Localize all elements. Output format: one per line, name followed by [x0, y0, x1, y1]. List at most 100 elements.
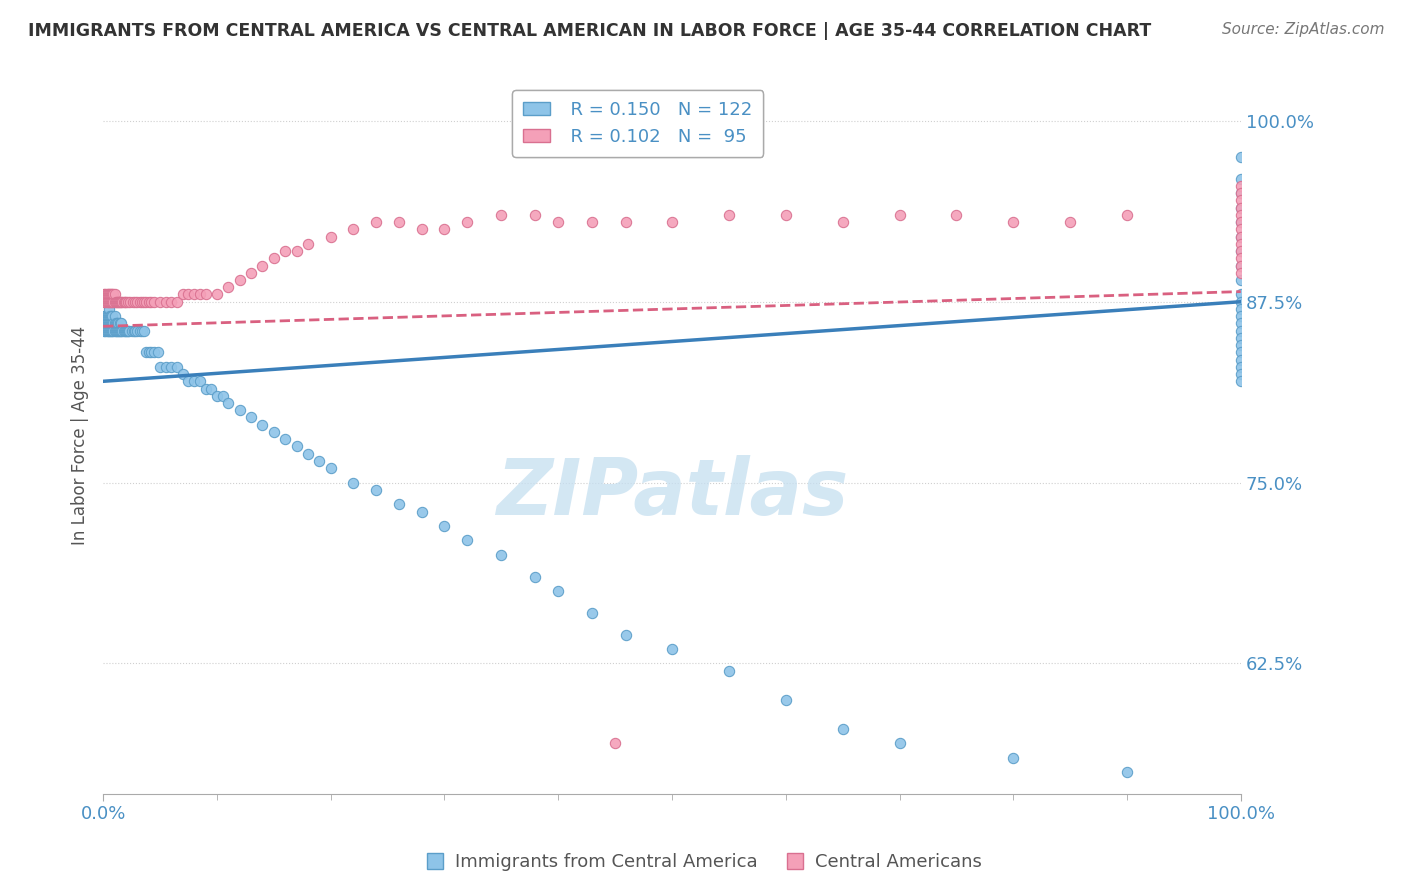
Point	[124, 324, 146, 338]
Point	[1230, 301, 1253, 316]
Point	[122, 324, 145, 338]
Point	[101, 324, 124, 338]
Point	[98, 317, 121, 331]
Point	[524, 569, 547, 583]
Point	[143, 294, 166, 309]
Point	[104, 324, 127, 338]
Point	[166, 359, 188, 374]
Point	[456, 215, 478, 229]
Point	[135, 294, 157, 309]
Point	[97, 324, 120, 338]
Legend: Immigrants from Central America, Central Americans: Immigrants from Central America, Central…	[416, 847, 990, 879]
Point	[1230, 244, 1253, 258]
Point	[177, 374, 200, 388]
Point	[100, 317, 122, 331]
Point	[121, 324, 143, 338]
Point	[94, 309, 117, 323]
Point	[96, 309, 118, 323]
Point	[97, 324, 120, 338]
Point	[112, 294, 135, 309]
Point	[547, 584, 569, 599]
Point	[1230, 359, 1253, 374]
Point	[105, 294, 128, 309]
Point	[285, 439, 308, 453]
Point	[117, 294, 139, 309]
Point	[252, 259, 274, 273]
Point	[319, 461, 342, 475]
Point	[128, 294, 150, 309]
Point	[433, 519, 456, 533]
Point	[240, 410, 263, 425]
Point	[228, 403, 250, 417]
Point	[211, 389, 233, 403]
Point	[155, 359, 177, 374]
Point	[228, 273, 250, 287]
Point	[166, 294, 188, 309]
Point	[1116, 764, 1139, 779]
Point	[603, 736, 626, 750]
Point	[97, 317, 120, 331]
Point	[1230, 266, 1253, 280]
Legend:   R = 0.150   N = 122,   R = 0.102   N =  95: R = 0.150 N = 122, R = 0.102 N = 95	[512, 90, 763, 157]
Point	[217, 396, 239, 410]
Point	[1230, 244, 1253, 258]
Point	[112, 324, 135, 338]
Point	[96, 317, 118, 331]
Point	[366, 483, 388, 497]
Point	[93, 317, 115, 331]
Point	[103, 324, 125, 338]
Point	[1230, 294, 1253, 309]
Point	[194, 287, 217, 301]
Point	[97, 317, 120, 331]
Point	[263, 252, 285, 266]
Point	[132, 294, 155, 309]
Point	[138, 345, 160, 359]
Point	[107, 324, 129, 338]
Point	[1230, 215, 1253, 229]
Point	[1230, 194, 1253, 208]
Point	[616, 627, 638, 641]
Point	[155, 294, 177, 309]
Point	[96, 287, 118, 301]
Point	[101, 294, 124, 309]
Point	[100, 294, 122, 309]
Point	[115, 324, 138, 338]
Point	[1230, 222, 1253, 236]
Point	[1230, 215, 1253, 229]
Text: Source: ZipAtlas.com: Source: ZipAtlas.com	[1222, 22, 1385, 37]
Point	[491, 548, 513, 562]
Point	[1230, 201, 1253, 215]
Point	[98, 309, 121, 323]
Point	[1116, 208, 1139, 222]
Point	[388, 215, 411, 229]
Point	[889, 736, 911, 750]
Point	[103, 317, 125, 331]
Point	[319, 229, 342, 244]
Point	[100, 309, 122, 323]
Point	[274, 244, 297, 258]
Point	[135, 345, 157, 359]
Point	[661, 642, 683, 657]
Point	[118, 324, 141, 338]
Point	[172, 287, 194, 301]
Point	[388, 497, 411, 511]
Point	[110, 317, 132, 331]
Point	[1230, 309, 1253, 323]
Text: IMMIGRANTS FROM CENTRAL AMERICA VS CENTRAL AMERICAN IN LABOR FORCE | AGE 35-44 C: IMMIGRANTS FROM CENTRAL AMERICA VS CENTR…	[28, 22, 1152, 40]
Point	[96, 294, 118, 309]
Point	[108, 324, 131, 338]
Point	[117, 324, 139, 338]
Point	[581, 606, 603, 620]
Point	[94, 324, 117, 338]
Point	[1230, 324, 1253, 338]
Point	[188, 287, 211, 301]
Point	[775, 208, 797, 222]
Point	[1230, 287, 1253, 301]
Point	[160, 294, 183, 309]
Point	[1230, 345, 1253, 359]
Point	[120, 294, 142, 309]
Point	[274, 432, 297, 446]
Point	[194, 382, 217, 396]
Point	[342, 475, 364, 490]
Point	[131, 324, 153, 338]
